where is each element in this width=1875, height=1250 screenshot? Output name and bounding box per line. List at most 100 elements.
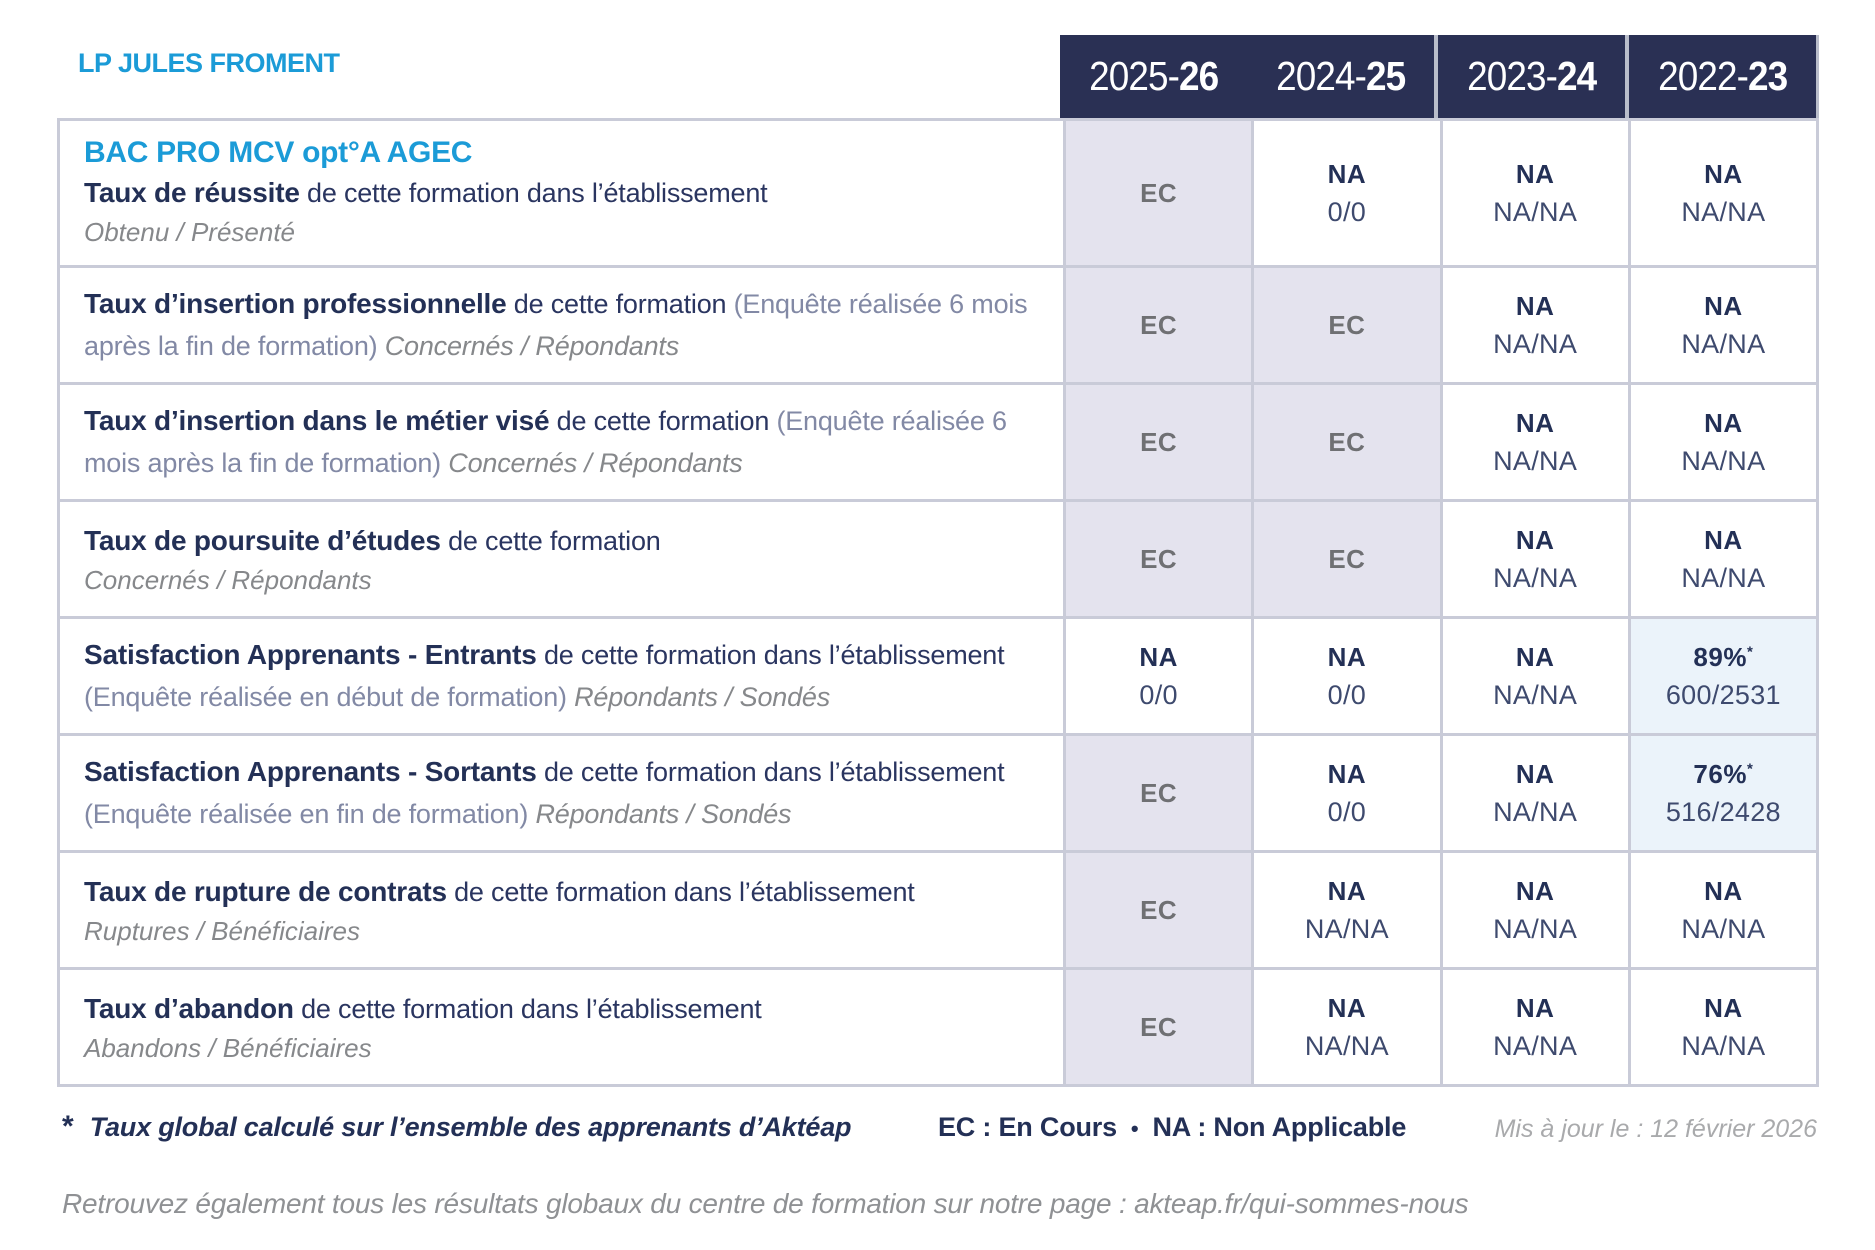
table-cell: NA 0/0: [1251, 121, 1440, 265]
metric-name: Taux de rupture de contrats: [84, 876, 447, 907]
cell-subvalue: NA/NA: [1681, 446, 1766, 476]
year-column-header: 2024-25: [1247, 35, 1434, 118]
table-cell: EC: [1063, 970, 1252, 1084]
table-cell: NA NA/NA: [1627, 853, 1816, 967]
cell-subvalue: 0/0: [1327, 797, 1367, 827]
cell-subvalue: NA/NA: [1681, 329, 1766, 359]
cell-subvalue: NA/NA: [1493, 797, 1578, 827]
table-cell: NA NA/NA: [1627, 268, 1816, 382]
table-cell: NA NA/NA: [1439, 502, 1628, 616]
cell-value: EC: [1140, 544, 1178, 574]
cell-subvalue: NA/NA: [1493, 1031, 1578, 1061]
footnote-marker: *: [1746, 760, 1754, 778]
row-label: Satisfaction Apprenants - Entrants de ce…: [60, 619, 1063, 733]
table-cell: NA NA/NA: [1251, 970, 1440, 1084]
row-label: Taux de poursuite d’études de cette form…: [60, 502, 1063, 616]
cell-value: EC: [1140, 178, 1178, 208]
cell-value: EC: [1328, 544, 1366, 574]
metric-name: Taux de poursuite d’études: [84, 525, 441, 556]
cell-subvalue: NA/NA: [1681, 197, 1766, 227]
cell-value: NA: [1704, 876, 1743, 906]
legend: EC : En Cours • NA : Non Applicable: [938, 1112, 1406, 1143]
table-cell: EC: [1251, 502, 1440, 616]
table-cell: NA NA/NA: [1439, 970, 1628, 1084]
cell-value: EC: [1328, 427, 1366, 457]
footer-link-line: Retrouvez également tous les résultats g…: [62, 1188, 1469, 1219]
footnote-marker: *: [1746, 643, 1754, 661]
year-column-header: 2025-26: [1060, 35, 1247, 118]
table-cell: EC: [1063, 121, 1252, 265]
metric-name: Satisfaction Apprenants - Sortants: [84, 756, 537, 787]
cell-subvalue: NA/NA: [1493, 680, 1578, 710]
row-label: BAC PRO MCV opt°A AGEC Taux de réussite …: [60, 121, 1063, 265]
metric-ratio-label: Répondants / Sondés: [535, 799, 792, 829]
metric-description: de cette formation: [549, 406, 777, 436]
table-cell: NA 0/0: [1251, 619, 1440, 733]
metric-description: de cette formation dans l’établissement: [536, 757, 1005, 787]
cell-subvalue: NA/NA: [1304, 914, 1389, 944]
table-row: Taux d’insertion professionnelle de cett…: [60, 268, 1816, 385]
cell-value: NA: [1704, 408, 1743, 438]
cell-value: EC: [1140, 310, 1178, 340]
legend-bullet: •: [1130, 1116, 1139, 1141]
table-cell: EC: [1063, 736, 1252, 850]
table-cell: NA NA/NA: [1439, 736, 1628, 850]
cell-value: NA: [1327, 159, 1367, 189]
cell-value: NA: [1515, 642, 1555, 672]
row-label: Taux d’insertion dans le métier visé de …: [60, 385, 1063, 499]
cell-value: NA: [1515, 759, 1555, 789]
table-cell: EC: [1251, 268, 1440, 382]
metric-description: de cette formation: [506, 289, 734, 319]
cell-subvalue: 0/0: [1327, 197, 1367, 227]
metric-ratio-label: Ruptures / Bénéficiaires: [84, 916, 361, 946]
cell-value: EC: [1140, 778, 1178, 808]
legend-na: NA : Non Applicable: [1152, 1112, 1407, 1142]
table-row: Taux de poursuite d’études de cette form…: [60, 502, 1816, 619]
cell-subvalue: 600/2531: [1665, 680, 1781, 710]
metric-description: de cette formation dans l’établissement: [536, 640, 1005, 670]
table-cell: NA NA/NA: [1439, 121, 1628, 265]
metric-description: de cette formation dans l’établissement: [293, 994, 762, 1024]
table-cell: EC: [1063, 853, 1252, 967]
table-cell: 89%* 600/2531: [1627, 619, 1816, 733]
table-cell: NA NA/NA: [1627, 502, 1816, 616]
year-column-header: 2023-24: [1434, 35, 1625, 118]
cell-value: NA: [1515, 291, 1555, 321]
metric-name: Taux d’insertion dans le métier visé: [84, 405, 550, 436]
metric-note: (Enquête réalisée en fin de formation): [84, 799, 536, 829]
formation-title: BAC PRO MCV opt°A AGEC: [84, 136, 473, 169]
table-cell: 76%* 516/2428: [1627, 736, 1816, 850]
row-label: Taux d’insertion professionnelle de cett…: [60, 268, 1063, 382]
table-row: Satisfaction Apprenants - Sortants de ce…: [60, 736, 1816, 853]
table-cell: NA NA/NA: [1439, 268, 1628, 382]
metric-ratio-label: Concernés / Répondants: [384, 331, 680, 361]
row-label: Taux de rupture de contrats de cette for…: [60, 853, 1063, 967]
legend-ec: EC : En Cours: [938, 1112, 1117, 1142]
metric-ratio-label: Obtenu / Présenté: [84, 217, 296, 247]
cell-value: NA: [1515, 876, 1555, 906]
cell-value: NA: [1515, 525, 1555, 555]
cell-value: EC: [1140, 895, 1178, 925]
cell-subvalue: NA/NA: [1681, 1031, 1766, 1061]
table-cell: NA NA/NA: [1439, 385, 1628, 499]
table-cell: EC: [1063, 385, 1252, 499]
metric-note: (Enquête réalisée 6 mois après la fin de…: [84, 289, 1028, 361]
cell-value: NA: [1704, 159, 1743, 189]
cell-value: NA: [1515, 159, 1555, 189]
cell-value: 76%*: [1693, 759, 1754, 789]
cell-value: NA: [1704, 291, 1743, 321]
cell-subvalue: NA/NA: [1493, 329, 1578, 359]
metric-description: de cette formation dans l’établissement: [299, 178, 768, 208]
cell-value: NA: [1704, 525, 1743, 555]
metric-note: (Enquête réalisée 6 mois après la fin de…: [84, 406, 1007, 478]
cell-subvalue: NA/NA: [1681, 563, 1766, 593]
table-cell: NA NA/NA: [1251, 853, 1440, 967]
cell-subvalue: NA/NA: [1681, 914, 1766, 944]
table-cell: NA 0/0: [1251, 736, 1440, 850]
table-cell: NA NA/NA: [1627, 970, 1816, 1084]
cell-subvalue: 0/0: [1139, 680, 1178, 710]
table-cell: NA 0/0: [1063, 619, 1252, 733]
cell-value: NA: [1704, 993, 1743, 1023]
cell-subvalue: NA/NA: [1493, 914, 1578, 944]
cell-value: EC: [1328, 310, 1366, 340]
